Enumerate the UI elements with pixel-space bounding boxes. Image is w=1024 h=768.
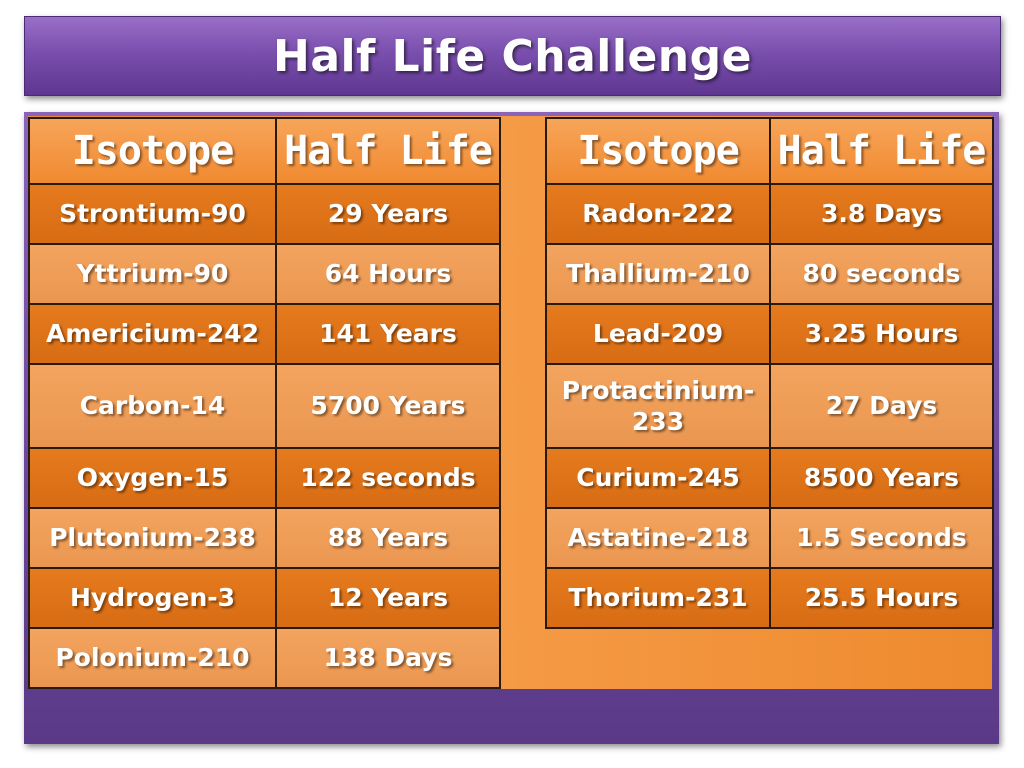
isotope-cell: Polonium-210 [28, 627, 277, 689]
page-title: Half Life Challenge [273, 30, 752, 82]
table-row: Hydrogen-3 12 Years [28, 567, 501, 629]
isotope-cell: Thorium-231 [545, 567, 771, 629]
half-life-cell: 1.5 Seconds [769, 507, 994, 569]
half-life-cell: 141 Years [275, 303, 501, 365]
header-half-life: Half Life [275, 117, 501, 185]
isotope-cell: Oxygen-15 [28, 447, 277, 509]
table-row: Americium-242 141 Years [28, 303, 501, 365]
half-life-cell: 80 seconds [769, 243, 994, 305]
half-life-cell: 27 Days [769, 363, 994, 449]
table-row: Thallium-210 80 seconds [545, 243, 994, 305]
half-life-cell: 88 Years [275, 507, 501, 569]
table-header-row: Isotope Half Life [545, 117, 994, 185]
half-life-cell: 8500 Years [769, 447, 994, 509]
table-row: Curium-245 8500 Years [545, 447, 994, 509]
table-row: Yttrium-90 64 Hours [28, 243, 501, 305]
table-row: Thorium-231 25.5 Hours [545, 567, 994, 629]
table-row: Strontium-90 29 Years [28, 183, 501, 245]
isotope-cell: Astatine-218 [545, 507, 771, 569]
header-isotope: Isotope [545, 117, 771, 185]
isotope-cell: Radon-222 [545, 183, 771, 245]
half-life-cell: 12 Years [275, 567, 501, 629]
half-life-cell: 25.5 Hours [769, 567, 994, 629]
isotope-cell: Lead-209 [545, 303, 771, 365]
isotope-cell: Plutonium-238 [28, 507, 277, 569]
table-row: Lead-209 3.25 Hours [545, 303, 994, 365]
half-life-cell: 122 seconds [275, 447, 501, 509]
isotope-cell: Hydrogen-3 [28, 567, 277, 629]
title-bar: Half Life Challenge [24, 16, 1001, 96]
half-life-cell: 3.8 Days [769, 183, 994, 245]
table-row: Plutonium-238 88 Years [28, 507, 501, 569]
header-half-life: Half Life [769, 117, 994, 185]
isotope-cell: Curium-245 [545, 447, 771, 509]
isotope-cell: Thallium-210 [545, 243, 771, 305]
isotope-cell: Protactinium-233 [545, 363, 771, 449]
table-row: Astatine-218 1.5 Seconds [545, 507, 994, 569]
table-row: Polonium-210 138 Days [28, 627, 501, 689]
isotope-table-left: Isotope Half Life Strontium-90 29 Years … [28, 117, 501, 689]
half-life-cell: 29 Years [275, 183, 501, 245]
isotope-cell: Americium-242 [28, 303, 277, 365]
half-life-cell: 138 Days [275, 627, 501, 689]
isotope-cell: Carbon-14 [28, 363, 277, 449]
half-life-cell: 64 Hours [275, 243, 501, 305]
isotope-cell: Strontium-90 [28, 183, 277, 245]
half-life-cell: 3.25 Hours [769, 303, 994, 365]
half-life-cell: 5700 Years [275, 363, 501, 449]
table-row: Protactinium-233 27 Days [545, 363, 994, 449]
table-row: Radon-222 3.8 Days [545, 183, 994, 245]
table-header-row: Isotope Half Life [28, 117, 501, 185]
isotope-table-right: Isotope Half Life Radon-222 3.8 Days Tha… [545, 117, 994, 629]
header-isotope: Isotope [28, 117, 277, 185]
table-row: Carbon-14 5700 Years [28, 363, 501, 449]
table-row: Oxygen-15 122 seconds [28, 447, 501, 509]
isotope-cell: Yttrium-90 [28, 243, 277, 305]
